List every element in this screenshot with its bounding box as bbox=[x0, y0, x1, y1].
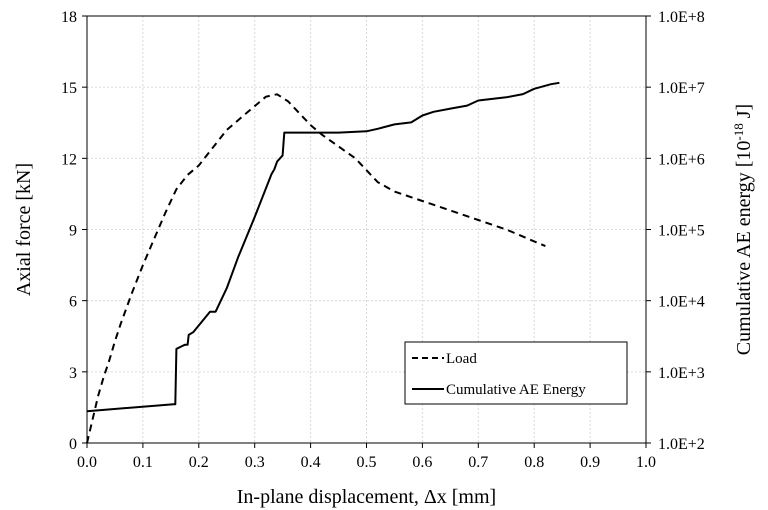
left-y-axis-ticks: 0 3 6 9 12 15 18 bbox=[61, 9, 87, 453]
legend-ae-label: Cumulative AE Energy bbox=[446, 382, 586, 398]
x-tick-label: 0.4 bbox=[301, 454, 321, 471]
right-y-axis-label-suffix: J] bbox=[733, 104, 755, 123]
x-tick-label: 0.0 bbox=[77, 454, 97, 471]
x-tick-label: 0.6 bbox=[412, 454, 432, 471]
left-y-tick-label: 18 bbox=[61, 9, 77, 26]
right-y-tick-label: 1.0E+2 bbox=[658, 436, 705, 453]
left-y-tick-label: 3 bbox=[69, 365, 77, 382]
x-axis-ticks: 0.0 0.1 0.2 0.3 0.4 0.5 0.6 0.7 0.8 0.9 1.0 bbox=[77, 443, 656, 471]
right-y-tick-label: 1.0E+4 bbox=[658, 294, 705, 311]
x-tick-label: 0.7 bbox=[468, 454, 488, 471]
grid bbox=[87, 16, 646, 443]
legend-load-label: Load bbox=[446, 351, 477, 367]
x-tick-label: 0.3 bbox=[245, 454, 265, 471]
legend: Load Cumulative AE Energy bbox=[404, 341, 628, 405]
ae-energy-series-line bbox=[86, 81, 560, 413]
left-y-tick-label: 6 bbox=[69, 294, 77, 311]
x-tick-label: 0.9 bbox=[580, 454, 600, 471]
left-y-tick-label: 9 bbox=[69, 223, 77, 240]
left-y-tick-label: 15 bbox=[61, 80, 77, 97]
left-y-tick-label: 0 bbox=[69, 436, 77, 453]
series-layer bbox=[86, 81, 560, 444]
legend-box bbox=[404, 341, 628, 405]
right-y-tick-label: 1.0E+3 bbox=[658, 365, 705, 382]
right-y-tick-label: 1.0E+7 bbox=[658, 80, 705, 97]
right-y-axis-label: Cumulative AE energy [10-18 J] bbox=[731, 104, 756, 355]
x-tick-label: 0.8 bbox=[524, 454, 544, 471]
right-y-axis-ticks: 1.0E+2 1.0E+3 1.0E+4 1.0E+5 1.0E+6 1.0E+7 1.0E… bbox=[646, 9, 705, 453]
right-y-tick-label: 1.0E+8 bbox=[658, 9, 705, 26]
right-y-tick-label: 1.0E+5 bbox=[658, 223, 705, 240]
x-tick-label: 0.2 bbox=[189, 454, 209, 471]
right-y-axis-label-exponent: -18 bbox=[731, 123, 746, 140]
left-y-axis-label: Axial force [kN] bbox=[13, 163, 35, 296]
right-y-tick-label: 1.0E+6 bbox=[658, 151, 705, 168]
x-tick-label: 1.0 bbox=[636, 454, 656, 471]
load-series-line bbox=[86, 93, 546, 444]
x-tick-label: 0.1 bbox=[133, 454, 153, 471]
left-y-tick-label: 12 bbox=[61, 151, 77, 168]
x-axis-label: In-plane displacement, Δx [mm] bbox=[237, 486, 496, 508]
right-y-axis-label-prefix: Cumulative AE energy [10 bbox=[733, 141, 755, 356]
x-tick-label: 0.5 bbox=[357, 454, 377, 471]
